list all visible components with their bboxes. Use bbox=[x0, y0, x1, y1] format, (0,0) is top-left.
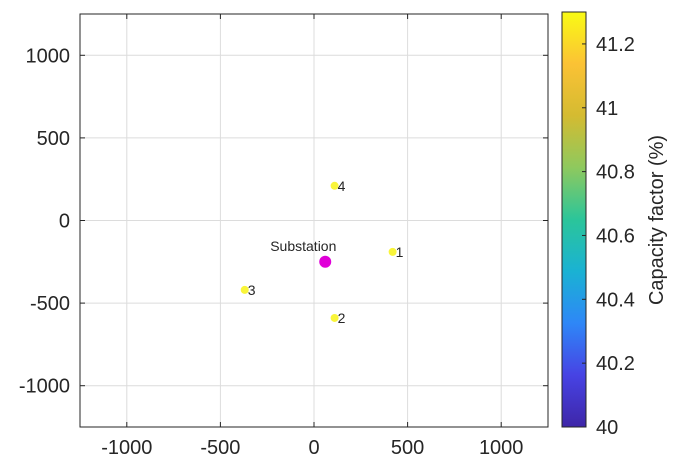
y-tick-label: 500 bbox=[37, 128, 70, 150]
colorbar bbox=[561, 11, 587, 428]
turbine-point bbox=[330, 313, 339, 322]
y-tick-label: -500 bbox=[30, 293, 70, 315]
x-tick-label: 0 bbox=[308, 437, 319, 459]
x-tick-label: -1000 bbox=[101, 437, 152, 459]
colorbar-tick-label: 40.4 bbox=[596, 289, 635, 311]
turbine-label: 4 bbox=[338, 178, 346, 194]
colorbar-tick-label: 40.2 bbox=[596, 353, 635, 375]
colorbar-label: Capacity factor (%) bbox=[646, 135, 668, 305]
y-tick-label: 1000 bbox=[26, 45, 71, 67]
colorbar-tick-label: 41 bbox=[596, 98, 618, 120]
x-tick-label: 500 bbox=[391, 437, 424, 459]
substation-point bbox=[319, 255, 332, 268]
y-tick-label: 0 bbox=[59, 211, 70, 233]
turbine-label: 3 bbox=[248, 282, 256, 298]
substation-label: Substation bbox=[270, 238, 336, 254]
turbine-label: 1 bbox=[396, 244, 404, 260]
turbine-point bbox=[330, 181, 339, 190]
colorbar-tick-label: 40.6 bbox=[596, 225, 635, 247]
turbine-point bbox=[240, 285, 249, 294]
turbine-point bbox=[388, 247, 397, 256]
x-tick-label: 1000 bbox=[479, 437, 524, 459]
x-tick-label: -500 bbox=[200, 437, 240, 459]
colorbar-tick-label: 40 bbox=[596, 417, 618, 439]
turbine-label: 2 bbox=[338, 310, 346, 326]
colorbar-tick-label: 41.2 bbox=[596, 34, 635, 56]
y-tick-label: -1000 bbox=[19, 376, 70, 398]
colorbar-tick-label: 40.8 bbox=[596, 162, 635, 184]
